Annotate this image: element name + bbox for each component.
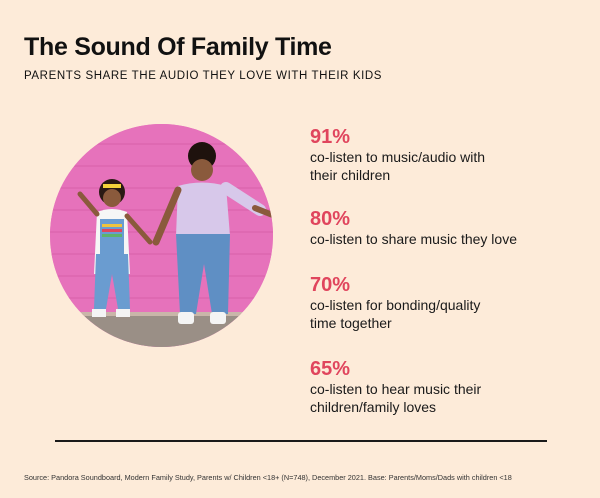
stat-value: 70% bbox=[310, 274, 351, 296]
stat-label-line1: co-listen to share music they love bbox=[310, 231, 517, 247]
stat-value: 91% bbox=[310, 126, 351, 148]
stat-label-line1: co-listen for bonding/quality bbox=[310, 297, 481, 313]
stat-label-line1: co-listen to hear music their bbox=[310, 381, 482, 397]
photo-illustration bbox=[50, 124, 273, 347]
stat-value: 65% bbox=[310, 358, 351, 380]
divider bbox=[55, 440, 547, 442]
page-title: The Sound Of Family Time bbox=[24, 33, 332, 61]
stat-label-line2: children/family loves bbox=[310, 399, 437, 415]
stat-label-line2: their children bbox=[310, 167, 391, 183]
stat-label-line2: time together bbox=[310, 315, 392, 331]
page-subtitle: PARENTS SHARE THE AUDIO THEY LOVE WITH T… bbox=[24, 70, 383, 82]
stat-item: 80% co-listen to share music they love bbox=[310, 208, 517, 248]
stat-value: 80% bbox=[310, 208, 351, 230]
stat-item: 70% co-listen for bonding/quality time t… bbox=[310, 274, 480, 332]
family-photo bbox=[50, 124, 273, 347]
stat-item: 65% co-listen to hear music their childr… bbox=[310, 358, 481, 416]
source-note: Source: Pandora Soundboard, Modern Famil… bbox=[24, 473, 512, 482]
stat-label-line1: co-listen to music/audio with bbox=[310, 149, 486, 165]
stat-item: 91% co-listen to music/audio with their … bbox=[310, 126, 485, 184]
